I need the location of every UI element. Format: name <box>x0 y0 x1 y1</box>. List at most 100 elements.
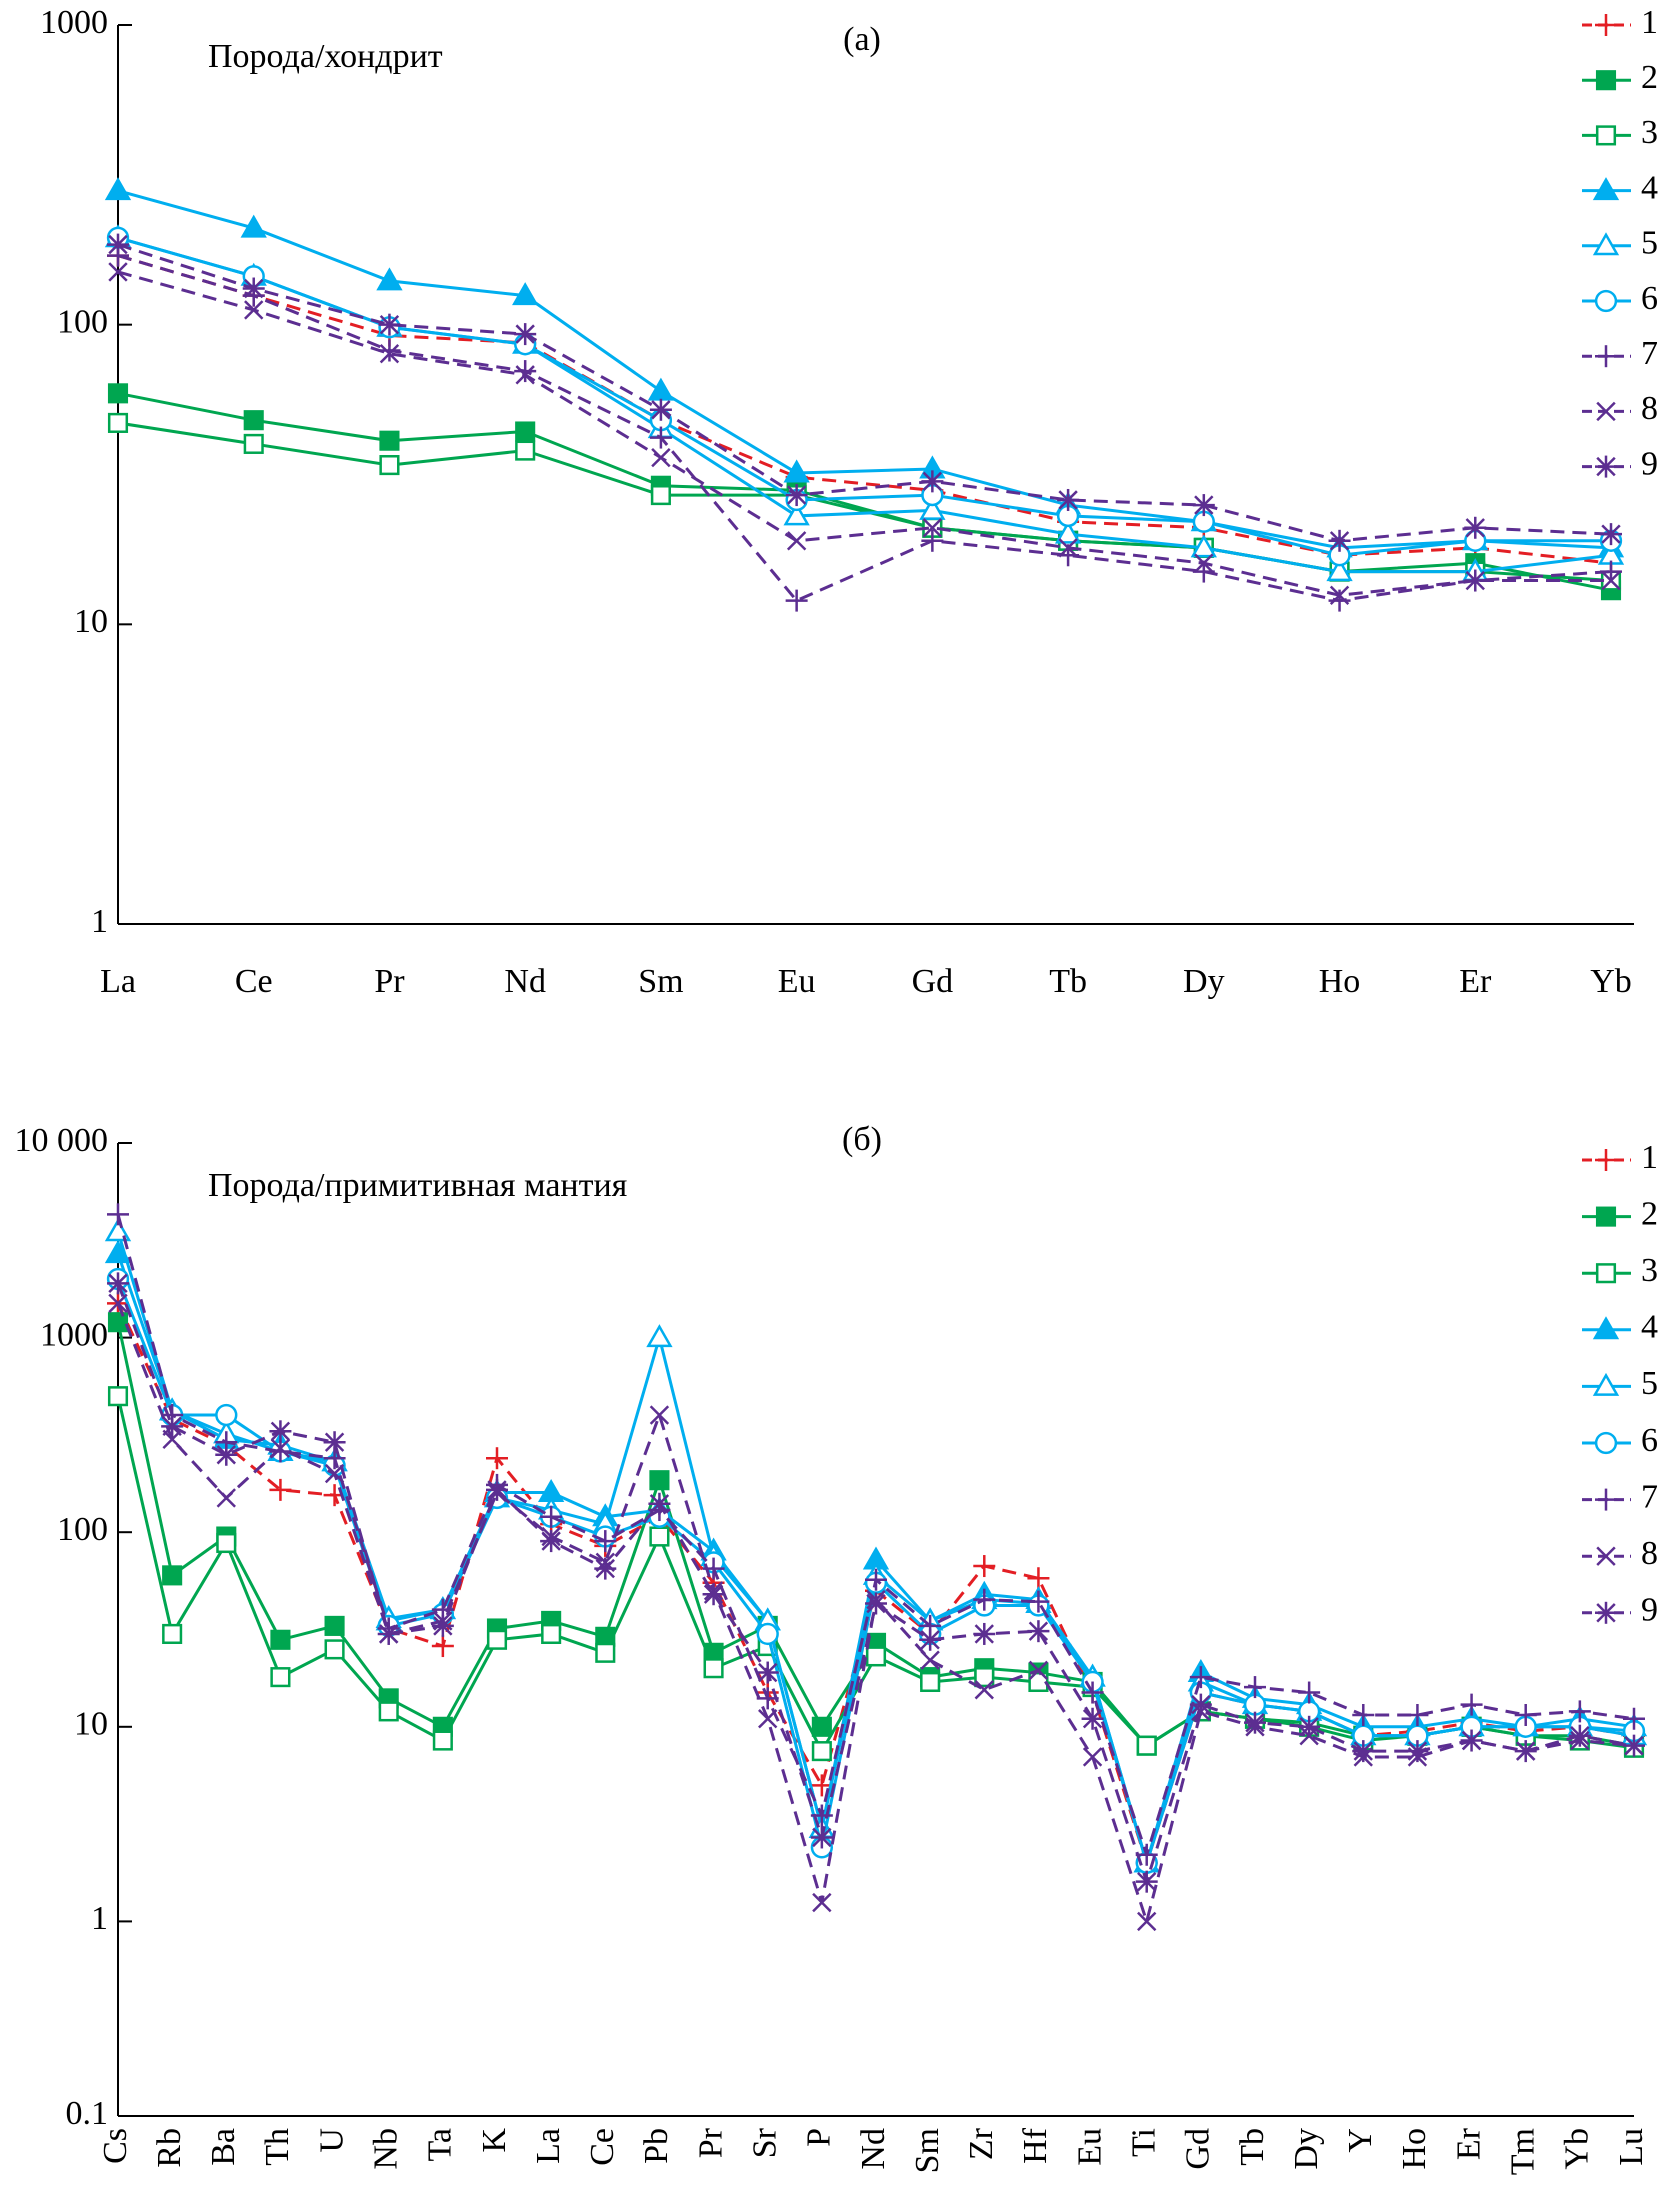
marker <box>865 1592 887 1615</box>
marker <box>594 1530 617 1553</box>
x-tick-label: Sr <box>747 2127 784 2158</box>
marker <box>1081 1681 1104 1704</box>
marker-stroke <box>108 1273 128 1294</box>
marker-shape <box>379 430 400 451</box>
marker <box>215 1443 238 1466</box>
marker <box>215 1403 238 1427</box>
marker <box>269 1420 292 1443</box>
marker-stroke <box>1329 585 1350 605</box>
legend-label: 3 <box>1641 1252 1658 1289</box>
marker-shape <box>783 459 810 483</box>
marker-stroke <box>1624 1735 1644 1756</box>
marker-stroke <box>1407 1741 1428 1761</box>
marker-shape <box>1595 70 1617 91</box>
marker <box>648 1492 671 1515</box>
marker-stroke <box>244 278 264 299</box>
marker <box>1244 1676 1266 1699</box>
marker-shape <box>646 1324 673 1348</box>
marker-stroke <box>786 531 807 551</box>
marker <box>756 1661 779 1684</box>
marker-stroke <box>922 471 943 492</box>
marker <box>594 1557 617 1580</box>
marker-shape <box>378 1701 399 1722</box>
x-tick-label: Gd <box>1180 2128 1217 2170</box>
marker-stroke <box>866 1593 886 1614</box>
marker <box>919 1628 942 1651</box>
marker <box>240 214 267 238</box>
marker <box>270 1629 291 1650</box>
marker <box>1189 1666 1212 1689</box>
marker-stroke <box>920 1630 940 1650</box>
marker <box>703 1658 724 1679</box>
marker-stroke <box>379 314 400 335</box>
x-tick-label: Pr <box>374 963 405 1000</box>
marker <box>974 1680 994 1700</box>
marker-stroke <box>1329 531 1350 551</box>
marker <box>270 1438 291 1458</box>
x-tick-label: Er <box>1459 963 1492 1000</box>
marker <box>243 410 264 431</box>
marker-stroke <box>1137 1911 1157 1932</box>
marker-shape <box>811 1716 832 1737</box>
marker <box>1592 1372 1620 1396</box>
marker <box>1460 1729 1483 1752</box>
marker <box>649 1526 670 1547</box>
marker <box>921 470 944 493</box>
marker-stroke <box>324 1432 345 1452</box>
marker <box>1594 1431 1618 1455</box>
marker <box>973 1555 996 1578</box>
legend-label: 2 <box>1641 1195 1658 1232</box>
marker-shape <box>647 377 675 401</box>
marker <box>216 1488 236 1508</box>
series-line <box>116 1321 1635 1748</box>
marker <box>432 1730 453 1751</box>
marker-stroke <box>433 1616 453 1636</box>
marker-shape <box>974 1667 995 1688</box>
marker-shape <box>270 1667 291 1688</box>
marker <box>378 1701 399 1722</box>
marker-shape <box>243 410 264 431</box>
marker-stroke <box>1058 538 1078 558</box>
x-tick-label: Rb <box>151 2128 188 2168</box>
marker-shape <box>919 496 946 520</box>
marker-shape <box>1595 125 1617 146</box>
marker <box>1601 570 1621 591</box>
marker-shape <box>107 412 129 433</box>
marker-stroke <box>812 1892 832 1913</box>
marker-shape <box>650 485 671 506</box>
marker <box>324 1615 345 1636</box>
marker <box>108 1293 128 1314</box>
x-tick-label: Ce <box>584 2128 621 2166</box>
x-tick-label: Th <box>259 2128 296 2166</box>
marker-shape <box>379 455 400 476</box>
marker-stroke <box>1570 1726 1590 1746</box>
marker <box>1595 125 1617 146</box>
marker <box>1328 589 1351 612</box>
x-tick-label: Hf <box>1017 2127 1054 2164</box>
marker <box>431 1635 454 1658</box>
marker <box>1595 70 1617 91</box>
marker-stroke <box>216 1488 236 1508</box>
marker <box>1326 558 1353 582</box>
marker-stroke <box>1028 1660 1049 1681</box>
marker <box>785 589 808 612</box>
series-line <box>117 254 1612 565</box>
legend-label: 8 <box>1641 390 1658 427</box>
marker <box>1189 1693 1212 1716</box>
marker <box>1592 1316 1620 1340</box>
x-tick-label: Ce <box>235 963 273 1000</box>
marker <box>811 1741 832 1762</box>
x-tick-label: Ba <box>205 2128 242 2166</box>
marker <box>269 1440 292 1463</box>
x-tick-label: Ta <box>422 2128 459 2162</box>
marker-stroke <box>974 1624 994 1644</box>
series-line <box>117 421 1612 583</box>
marker <box>1623 1734 1645 1757</box>
marker <box>1135 1843 1158 1866</box>
legend-label: 4 <box>1641 169 1658 206</box>
marker <box>922 518 943 538</box>
x-tick-label: Zr <box>963 2127 1000 2160</box>
marker-stroke <box>515 324 535 344</box>
marker <box>1352 1740 1375 1763</box>
marker <box>1595 1263 1617 1284</box>
